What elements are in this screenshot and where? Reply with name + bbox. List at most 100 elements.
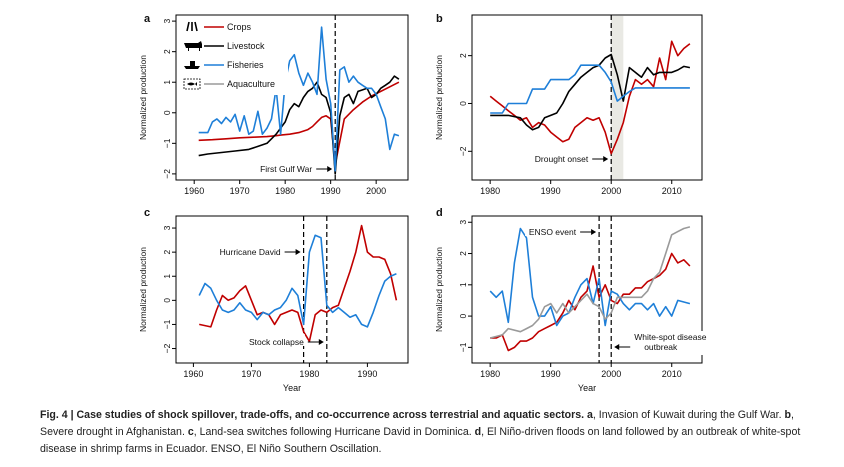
caption-part-c-label: c <box>187 426 194 438</box>
y-tick-label: 3 <box>162 225 172 230</box>
y-tick-label: 2 <box>458 53 468 58</box>
event-label-bg <box>525 224 578 236</box>
y-axis-label: Normalized production <box>138 55 148 140</box>
x-tick-label: 1960 <box>183 369 203 379</box>
aquaculture-icon <box>183 78 201 90</box>
series-crops-line <box>199 224 398 343</box>
x-axis-label: Year <box>578 383 596 393</box>
event-label: First Gulf War <box>260 164 312 174</box>
event-arrowhead <box>591 229 597 235</box>
legend-bg <box>180 18 288 95</box>
y-tick-label: 0 <box>458 313 468 318</box>
caption-title: Case studies of shock spillover, trade-o… <box>76 409 585 421</box>
legend-label: Aquaculture <box>227 79 275 89</box>
event-label-bg <box>206 244 282 256</box>
legend-label: Fisheries <box>227 60 264 70</box>
event-label: Stock collapse <box>249 337 304 347</box>
y-tick-label: 1 <box>162 274 172 279</box>
y-axis-label: Normalized production <box>138 247 148 332</box>
event-arrowhead <box>318 339 324 345</box>
y-tick-label: 0 <box>162 110 172 115</box>
caption-part-c-text: , Land-sea switches following Hurricane … <box>193 426 472 438</box>
x-tick-label: 1960 <box>184 186 204 196</box>
x-tick-label: 1970 <box>230 186 250 196</box>
x-tick-label: 2000 <box>601 186 621 196</box>
shaded-period <box>611 16 624 179</box>
x-tick-label: 2010 <box>662 369 682 379</box>
x-tick-label: 2000 <box>366 186 386 196</box>
crops-icon <box>186 21 198 32</box>
series-crops-line <box>489 40 691 155</box>
legend: Crops Livestock Fisheries Aquaculture <box>180 18 288 95</box>
y-tick-label: 1 <box>458 282 468 287</box>
y-axis-label: Normalized production <box>434 55 444 140</box>
x-tick-label: 1980 <box>275 186 295 196</box>
x-tick-label: 1980 <box>480 186 500 196</box>
event-arrowhead <box>295 249 301 255</box>
panel-label: c <box>144 207 150 219</box>
caption-part-d-text: , El Niño-driven floods on land followed… <box>40 426 801 455</box>
event-label: White-spot disease <box>634 332 707 342</box>
series-fisheries-line <box>198 234 397 328</box>
event-arrowhead <box>603 156 609 162</box>
x-tick-label: 1990 <box>321 186 341 196</box>
x-tick-label: 1970 <box>241 369 261 379</box>
event-label: Hurricane David <box>220 247 281 257</box>
y-axis-label: Normalized production <box>434 247 444 332</box>
event-label-bg <box>632 331 722 355</box>
fisheries-icon <box>184 61 200 69</box>
event-label: ENSO event <box>529 227 577 237</box>
panel-a: a 1960 1970 1980 1990 2000 −2 −1 0 1 2 3 Normalized … <box>138 13 409 196</box>
y-tick-label: −2 <box>162 343 172 353</box>
y-tick-label: −2 <box>458 146 468 156</box>
y-tick-label: 1 <box>162 80 172 85</box>
x-tick-label: 1980 <box>299 369 319 379</box>
plot-frame <box>471 215 703 364</box>
x-tick-label: 1990 <box>357 369 377 379</box>
event-label: outbreak <box>644 342 678 352</box>
y-tick-label: 3 <box>162 18 172 23</box>
plot-frame <box>471 14 703 181</box>
y-tick-label: 0 <box>458 101 468 106</box>
caption-figure-label: Fig. 4 | <box>40 409 74 421</box>
y-tick-label: 3 <box>458 220 468 225</box>
caption-part-a-label: a <box>587 409 593 421</box>
event-arrowhead <box>614 344 620 350</box>
caption-part-b-text: , Severe drought in Afghanistan. <box>40 409 794 438</box>
y-tick-label: −1 <box>458 342 468 352</box>
panel-label: a <box>144 13 151 25</box>
livestock-icon <box>184 41 202 51</box>
figure-caption: Fig. 4 | Case studies of shock spillover… <box>40 407 830 458</box>
event-label-bg <box>523 151 590 163</box>
event-label: Drought onset <box>535 154 589 164</box>
panel-d: d 1980 1990 2000 2010 −1 0 1 2 3 Normalized produc… <box>434 207 722 393</box>
x-tick-label: 1990 <box>541 186 561 196</box>
fish-icon <box>187 82 197 86</box>
y-tick-label: −1 <box>162 319 172 329</box>
series-livestock-line <box>198 75 400 175</box>
legend-label: Livestock <box>227 41 265 51</box>
y-tick-label: 2 <box>162 49 172 54</box>
y-tick-label: 2 <box>162 250 172 255</box>
event-arrowhead <box>327 166 333 172</box>
series-aquaculture-line <box>490 226 691 339</box>
plot-frame <box>175 215 409 364</box>
series-fisheries-line <box>489 227 691 327</box>
legend-label: Crops <box>227 22 252 32</box>
panel-b: b 1980 1990 2000 2010 −2 0 2 Normalized producti… <box>434 13 703 196</box>
series-crops-line <box>490 252 691 352</box>
x-axis-label: Year <box>283 383 301 393</box>
panel-label: b <box>436 13 443 25</box>
caption-part-a-text: , Invasion of Kuwait during the Gulf War… <box>592 409 782 421</box>
y-tick-label: 2 <box>458 251 468 256</box>
caption-part-d-label: d <box>474 426 482 438</box>
x-tick-label: 2000 <box>601 369 621 379</box>
caption-part-b-label: b <box>784 409 791 421</box>
event-label-bg <box>234 334 305 346</box>
panel-label: d <box>436 207 443 219</box>
series-crops-line <box>198 81 400 166</box>
y-tick-label: 0 <box>162 298 172 303</box>
x-tick-label: 2010 <box>662 186 682 196</box>
series-fisheries-line <box>198 26 400 172</box>
panel-c: c 1960 1970 1980 1990 −2 −1 0 1 2 3 Normalized prod… <box>138 207 409 393</box>
